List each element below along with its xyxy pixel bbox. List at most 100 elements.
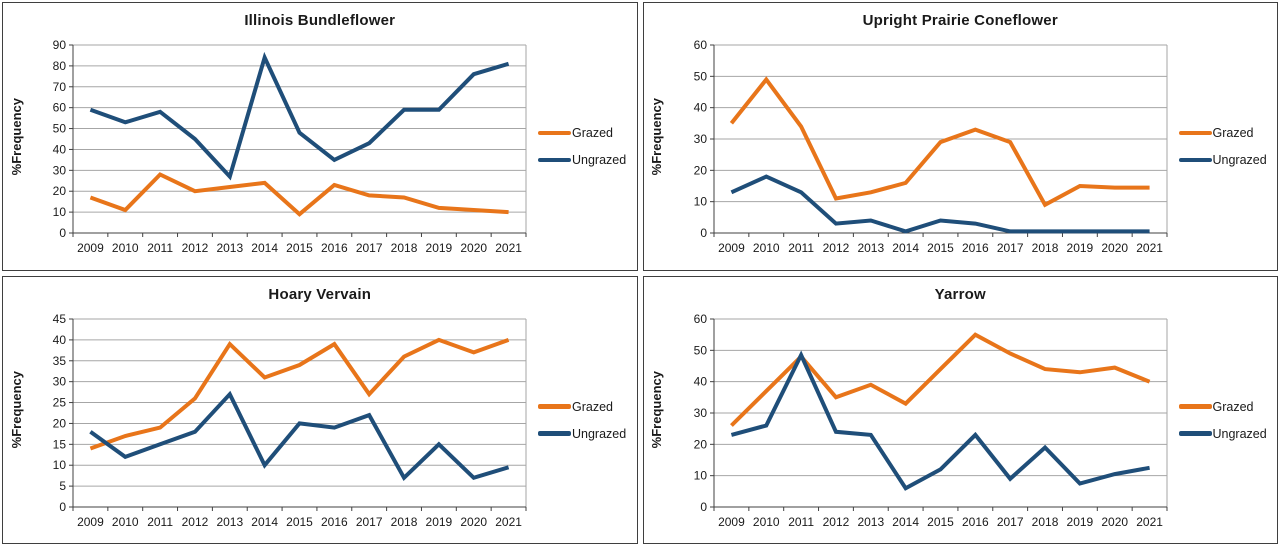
legend-item-ungrazed: Ungrazed — [538, 153, 637, 167]
svg-text:2017: 2017 — [996, 515, 1023, 529]
chart-panel-yarrow: Yarrow %Frequency 0 10 20 30 40 50 60 2009 2010 2… — [642, 275, 1278, 544]
grazed-line-swatch — [1178, 130, 1212, 136]
ungrazed-line-swatch — [1178, 157, 1212, 163]
y-axis-label: %Frequency — [8, 371, 24, 449]
legend-item-grazed: Grazed — [1178, 126, 1278, 140]
svg-text:30: 30 — [53, 374, 67, 388]
svg-text:2020: 2020 — [460, 241, 487, 255]
svg-text:2014: 2014 — [892, 241, 919, 255]
svg-text:20: 20 — [53, 184, 67, 198]
y-axis-label: %Frequency — [649, 97, 664, 176]
line-chart: 0 10 20 30 40 50 60 2009 2010 2011 2012 2013 2014 201… — [693, 312, 1167, 529]
svg-text:2011: 2011 — [788, 515, 814, 529]
svg-text:2021: 2021 — [1136, 241, 1163, 255]
svg-text:10: 10 — [53, 205, 67, 219]
svg-text:2011: 2011 — [147, 515, 173, 529]
svg-text:2009: 2009 — [718, 241, 745, 255]
chart-legend: Grazed Ungrazed — [1175, 35, 1278, 270]
svg-text:60: 60 — [53, 101, 67, 115]
svg-text:15: 15 — [53, 437, 67, 451]
chart-legend: Grazed Ungrazed — [1175, 309, 1278, 544]
chart-legend: Grazed Ungrazed — [534, 309, 637, 544]
svg-text:2016: 2016 — [961, 241, 988, 255]
legend-item-grazed: Grazed — [1178, 399, 1278, 414]
ungrazed-line-swatch — [538, 431, 571, 436]
svg-text:90: 90 — [53, 38, 67, 52]
svg-text:40: 40 — [53, 142, 67, 156]
svg-text:2010: 2010 — [752, 241, 779, 255]
chart-panel-upright-prairie-coneflower: Upright Prairie Coneflower %Frequency 0 1… — [642, 2, 1278, 271]
legend-label: Ungrazed — [1212, 153, 1267, 167]
legend-label: Grazed — [572, 126, 613, 140]
svg-text:50: 50 — [693, 343, 707, 357]
svg-text:2012: 2012 — [182, 515, 209, 529]
svg-text:2014: 2014 — [251, 241, 278, 255]
svg-text:2013: 2013 — [857, 241, 884, 255]
y-axis-label: %Frequency — [8, 97, 24, 176]
svg-text:2019: 2019 — [1066, 515, 1093, 529]
svg-text:10: 10 — [53, 458, 67, 472]
chart-panel-illinois-bundleflower: Illinois Bundleflower %Frequency 0 10 20 30… — [2, 2, 638, 271]
svg-text:30: 30 — [693, 132, 707, 146]
svg-text:2010: 2010 — [112, 241, 139, 255]
svg-text:10: 10 — [693, 468, 707, 482]
legend-item-ungrazed: Ungrazed — [1178, 427, 1278, 441]
svg-text:0: 0 — [59, 500, 66, 514]
line-chart: 0 10 20 30 40 50 60 2009 2010 2011 2012 2013 2014 201… — [693, 38, 1167, 255]
svg-text:2016: 2016 — [321, 515, 348, 529]
svg-text:2021: 2021 — [495, 241, 522, 255]
svg-text:2009: 2009 — [718, 515, 745, 529]
svg-text:20: 20 — [53, 416, 67, 430]
svg-text:2010: 2010 — [752, 515, 779, 529]
chart-body: %Frequency 0 10 20 30 40 50 60 2009 2010 2011 2012… — [644, 35, 1278, 270]
svg-text:2012: 2012 — [182, 241, 209, 255]
svg-text:50: 50 — [53, 122, 67, 136]
svg-text:2010: 2010 — [112, 515, 139, 529]
svg-text:2011: 2011 — [147, 241, 173, 255]
chart-body: %Frequency 0 10 20 30 40 50 60 2009 2010 2011 2012… — [644, 309, 1278, 544]
chart-body: %Frequency 0 5 10 15 20 25 30 35 40 45 2009 2010 201… — [3, 309, 637, 544]
ungrazed-line-swatch — [1178, 431, 1212, 436]
svg-text:20: 20 — [693, 163, 707, 177]
chart-title: Yarrow — [934, 285, 986, 303]
chart-legend: Grazed Ungrazed — [534, 35, 637, 270]
svg-text:2015: 2015 — [286, 515, 313, 529]
svg-text:50: 50 — [693, 69, 707, 83]
svg-text:40: 40 — [693, 374, 707, 388]
svg-text:40: 40 — [53, 332, 67, 346]
legend-label: Grazed — [1212, 399, 1254, 414]
svg-text:2012: 2012 — [822, 515, 849, 529]
svg-text:2013: 2013 — [857, 515, 884, 529]
svg-text:80: 80 — [53, 59, 67, 73]
svg-text:2018: 2018 — [1031, 241, 1058, 255]
svg-text:2016: 2016 — [961, 515, 988, 529]
svg-text:30: 30 — [53, 163, 67, 177]
svg-text:0: 0 — [700, 226, 707, 240]
grazed-line-swatch — [538, 404, 571, 409]
chart-panel-hoary-vervain: Hoary Vervain %Frequency 0 5 10 15 20 25 30 35 4… — [2, 275, 638, 544]
svg-text:2020: 2020 — [1101, 241, 1128, 255]
svg-text:2021: 2021 — [495, 515, 522, 529]
chart-body: %Frequency 0 10 20 30 40 50 60 70 80 90 2009 2010 20… — [3, 35, 637, 270]
svg-text:2019: 2019 — [1066, 241, 1093, 255]
svg-text:2020: 2020 — [1101, 515, 1128, 529]
svg-text:45: 45 — [53, 312, 67, 326]
grazed-line-swatch — [1178, 404, 1212, 409]
svg-text:2014: 2014 — [892, 515, 919, 529]
svg-text:2009: 2009 — [77, 515, 104, 529]
svg-text:5: 5 — [59, 479, 66, 493]
svg-text:2014: 2014 — [251, 515, 278, 529]
svg-text:2019: 2019 — [426, 515, 453, 529]
legend-item-grazed: Grazed — [538, 400, 637, 414]
svg-text:0: 0 — [59, 226, 66, 240]
svg-text:2016: 2016 — [321, 241, 348, 255]
grazed-line-swatch — [538, 130, 571, 136]
svg-text:2009: 2009 — [77, 241, 104, 255]
svg-text:2019: 2019 — [426, 241, 453, 255]
svg-text:2018: 2018 — [391, 241, 418, 255]
svg-text:2015: 2015 — [286, 241, 313, 255]
svg-text:40: 40 — [693, 101, 707, 115]
line-chart: 0 10 20 30 40 50 60 70 80 90 2009 2010 2011 2012 2013 2… — [53, 38, 527, 255]
y-axis-label: %Frequency — [649, 371, 664, 449]
